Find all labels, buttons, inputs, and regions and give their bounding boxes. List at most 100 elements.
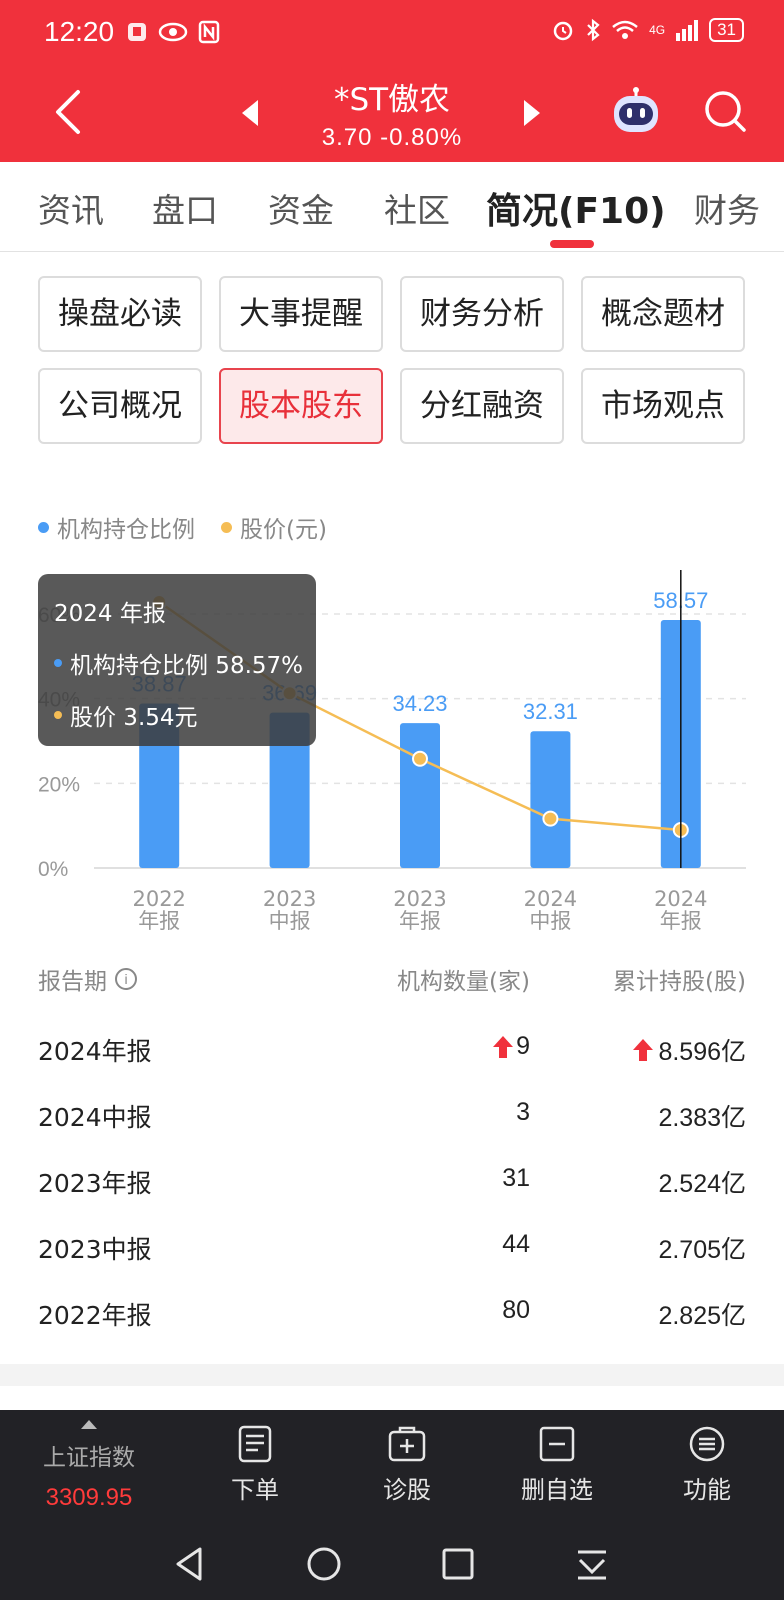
btn-company-profile[interactable]: 公司概况	[38, 368, 202, 444]
index-value[interactable]: 3309.95	[45, 1484, 133, 1511]
tab-news[interactable]: 资讯	[38, 191, 104, 230]
row-institution-count: 3	[516, 1098, 530, 1127]
row-total-holding: 2.383亿	[658, 1098, 746, 1134]
count-value: 31	[502, 1164, 530, 1192]
diagnose-button[interactable]: 诊股	[342, 1424, 472, 1505]
holding-value: 8.596亿	[658, 1038, 746, 1066]
header-report-period: 报告期 i	[38, 962, 137, 996]
x-tick-label: 2023	[393, 887, 446, 911]
alarm-icon	[553, 21, 573, 41]
legend-institution-ratio[interactable]: 机构持仓比例	[38, 510, 195, 544]
row-period: 2022年报	[38, 1301, 152, 1330]
diagnose-icon	[388, 1426, 426, 1462]
price-point[interactable]	[412, 750, 428, 767]
tooltip-dot-blue	[54, 659, 62, 667]
btn-trading-essentials[interactable]: 操盘必读	[38, 276, 202, 352]
price-point[interactable]	[542, 810, 559, 827]
app-header: 12:20 4G 31 *ST傲农 3.70 -0.80%	[0, 0, 784, 162]
tab-funds[interactable]: 资金	[268, 191, 334, 230]
section-divider	[0, 1364, 784, 1386]
row-total-holding: 8.596亿	[632, 1032, 746, 1068]
bluetooth-icon	[587, 18, 600, 42]
x-tick-label: 2024	[654, 887, 707, 911]
status-icons-left	[126, 20, 220, 44]
row-total-holding: 2.825亿	[658, 1296, 746, 1332]
table-row[interactable]: 2022年报 80 2.825亿	[38, 1286, 746, 1336]
btn-major-events[interactable]: 大事提醒	[219, 276, 383, 352]
tab-community[interactable]: 社区	[384, 191, 450, 230]
bar-value-label: 34.23	[392, 691, 447, 716]
table-row[interactable]: 2023年报 31 2.524亿	[38, 1154, 746, 1204]
x-tick-label: 年报	[399, 909, 441, 933]
row-institution-count: 44	[502, 1230, 530, 1259]
header-period-label: 报告期	[38, 969, 107, 995]
network-type: 4G	[649, 23, 666, 37]
function-label: 功能	[683, 1476, 731, 1504]
tab-quotes[interactable]: 盘口	[152, 191, 218, 230]
row-period: 2024中报	[38, 1103, 152, 1132]
robot-assistant-icon[interactable]	[610, 86, 662, 138]
tooltip-row-price: 股价 3.54元	[54, 698, 198, 732]
row-institution-count: 9	[492, 1032, 530, 1061]
function-button[interactable]: 功能	[642, 1424, 772, 1505]
status-icons-right: 4G 31	[551, 18, 744, 42]
order-button[interactable]: 下单	[190, 1424, 320, 1505]
x-tick-label: 年报	[660, 909, 702, 933]
diagnose-label: 诊股	[383, 1476, 431, 1504]
nav-dropdown-icon[interactable]	[572, 1544, 612, 1584]
bar-institution-ratio[interactable]	[400, 723, 440, 868]
row-period: 2023年报	[38, 1169, 152, 1198]
bar-institution-ratio[interactable]	[269, 712, 310, 868]
btn-concept-themes[interactable]: 概念题材	[581, 276, 745, 352]
btn-dividends-financing[interactable]: 分红融资	[400, 368, 564, 444]
tab-overview-f10[interactable]: 简况(F10)	[486, 191, 666, 232]
order-icon	[238, 1425, 272, 1463]
row-total-holding: 2.705亿	[658, 1230, 746, 1266]
stock-price-change: 3.70 -0.80%	[321, 124, 463, 151]
holdings-table-header: 报告期 i 机构数量(家) 累计持股(股)	[38, 962, 746, 998]
tab-finance[interactable]: 财务	[694, 191, 760, 230]
up-arrow-icon	[493, 1035, 514, 1058]
active-tab-indicator	[550, 240, 594, 248]
holding-value: 2.524亿	[658, 1170, 746, 1198]
menu-icon	[689, 1426, 725, 1462]
search-icon[interactable]	[702, 88, 748, 134]
count-value: 44	[502, 1230, 530, 1258]
x-tick-label: 2022	[132, 887, 185, 911]
count-value: 9	[516, 1032, 530, 1060]
btn-shareholders[interactable]: 股本股东	[219, 368, 383, 444]
holding-value: 2.705亿	[658, 1236, 746, 1264]
status-time: 12:20	[44, 16, 115, 47]
back-icon[interactable]	[48, 88, 88, 136]
nav-recents-icon[interactable]	[438, 1544, 478, 1584]
legend-stock-price[interactable]: 股价(元)	[221, 510, 327, 544]
battery-indicator: 31	[709, 18, 744, 42]
next-stock-icon[interactable]	[520, 98, 544, 128]
header-institution-count: 机构数量(家)	[397, 969, 530, 995]
table-row[interactable]: 2024年报 9 8.596亿	[38, 1022, 746, 1072]
btn-market-views[interactable]: 市场观点	[581, 368, 745, 444]
legend-label: 机构持仓比例	[57, 517, 195, 543]
nav-home-icon[interactable]	[304, 1544, 344, 1584]
remove-watchlist-button[interactable]: 删自选	[492, 1424, 622, 1505]
row-period: 2023中报	[38, 1235, 152, 1264]
prev-stock-icon[interactable]	[238, 98, 262, 128]
x-tick-label: 年报	[138, 909, 180, 933]
nav-back-icon[interactable]	[170, 1544, 210, 1584]
btn-financial-analysis[interactable]: 财务分析	[400, 276, 564, 352]
table-row[interactable]: 2023中报 44 2.705亿	[38, 1220, 746, 1270]
caret-up-icon[interactable]	[80, 1418, 98, 1430]
index-name[interactable]: 上证指数	[43, 1445, 135, 1471]
bar-institution-ratio[interactable]	[530, 731, 571, 868]
y-tick-label: 0%	[38, 858, 68, 881]
table-row[interactable]: 2024中报 3 2.383亿	[38, 1088, 746, 1138]
header-total-holding: 累计持股(股)	[613, 969, 746, 995]
chart-tooltip: 2024 年报 机构持仓比例 58.57% 股价 3.54元	[38, 574, 316, 746]
y-tick-label: 20%	[38, 773, 80, 796]
row-institution-count: 31	[502, 1164, 530, 1193]
eye-icon	[158, 22, 188, 42]
info-icon[interactable]: i	[115, 968, 137, 990]
wifi-icon	[612, 20, 638, 39]
x-tick-label: 2023	[263, 887, 316, 911]
x-tick-label: 2024	[524, 887, 577, 911]
